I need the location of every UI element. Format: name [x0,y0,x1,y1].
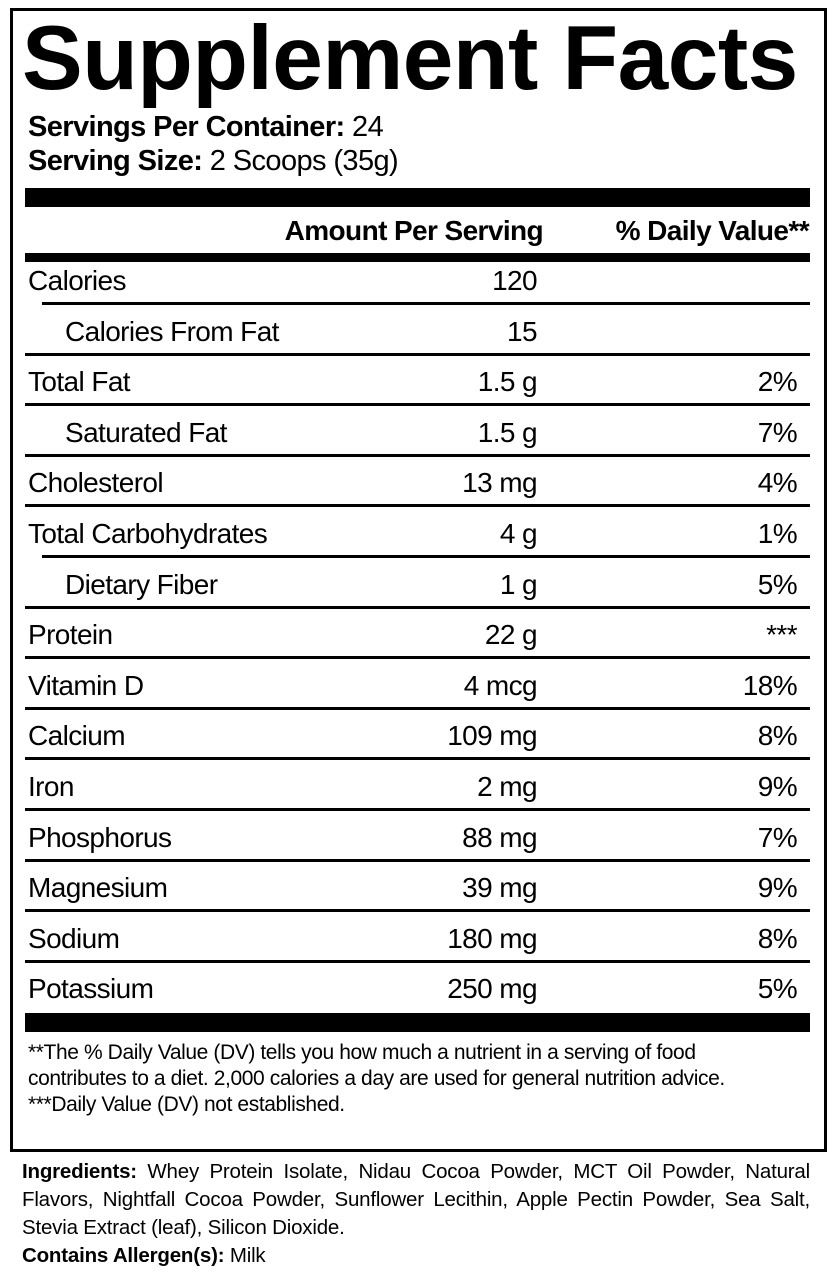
nutrient-table: Calories 120 Calories From Fat 15 Total Fat 1… [25,262,810,1013]
allergens-label: Contains Allergen(s): [22,1244,225,1267]
nutrient-daily-value: 9% [757,872,798,904]
nutrient-amount: 4 g [499,517,538,549]
nutrient-amount: 109 mg [447,720,537,752]
nutrient-daily-value: 8% [757,720,798,752]
nutrient-daily-value: 8% [757,922,798,954]
nutrient-row: Total Carbohydrates 4 g 1% [25,507,810,558]
nutrient-amount: 2 mg [477,770,537,802]
nutrient-name: Iron [28,770,74,802]
row-divider [25,909,810,913]
serving-size-value: 2 Scoops (35g) [209,145,399,177]
nutrient-amount: 22 g [484,619,538,651]
allergens: Contains Allergen(s): Milk [22,1242,810,1270]
nutrient-name: Total Carbohydrates [28,517,268,549]
nutrient-row: Total Fat 1.5 g 2% [25,356,810,407]
footnotes: **The % Daily Value (DV) tells you how m… [28,1040,798,1118]
daily-value-header: % Daily Value** [615,215,810,246]
nutrient-row: Phosphorus 88 mg 7% [25,811,810,862]
row-divider [25,605,810,609]
nutrient-name: Dietary Fiber [65,568,218,600]
ingredients: Ingredients: Whey Protein Isolate, Nidau… [22,1158,810,1242]
nutrient-row: Saturated Fat 1.5 g 7% [25,406,810,457]
nutrient-daily-value: 1% [757,517,798,549]
nutrient-name: Cholesterol [28,467,164,499]
nutrient-amount: 13 mg [462,467,537,499]
ingredients-text: Whey Protein Isolate, Nidau Cocoa Powder… [22,1160,810,1239]
bottom-thick-divider [25,1013,810,1032]
nutrient-daily-value: 5% [757,973,798,1005]
nutrient-amount: 4 mcg [463,669,538,701]
row-divider [25,706,810,710]
nutrient-daily-value: 5% [757,568,798,600]
ingredients-label: Ingredients: [22,1160,137,1183]
nutrient-name: Phosphorus [28,821,172,853]
nutrient-row: Potassium 250 mg 5% [25,963,810,1014]
panel-title: Supplement Facts [22,8,798,109]
row-divider [25,959,810,963]
nutrient-daily-value: 4% [757,467,798,499]
row-divider [25,807,810,811]
nutrient-daily-value: 7% [757,821,798,853]
supplement-facts-panel [10,8,827,1152]
nutrient-amount: 180 mg [447,922,537,954]
nutrient-row: Vitamin D 4 mcg 18% [25,659,810,710]
row-divider [25,656,810,660]
nutrient-row: Calories 120 [25,262,810,305]
row-divider [25,504,810,508]
nutrient-amount: 1.5 g [477,416,538,448]
nutrient-amount: 250 mg [447,973,537,1005]
nutrient-row: Magnesium 39 mg 9% [25,862,810,913]
serving-size: Serving Size: 2 Scoops (35g) [28,144,399,178]
nutrient-row: Calories From Fat 15 [25,305,810,356]
nutrient-row: Protein 22 g *** [25,609,810,660]
nutrient-name: Calories [28,265,127,296]
header-divider [25,253,810,262]
nutrient-amount: 1.5 g [477,366,538,398]
row-divider [25,858,810,862]
nutrient-name: Saturated Fat [65,416,227,448]
nutrient-daily-value: 7% [757,416,798,448]
not-established-footnote: ***Daily Value (DV) not established. [28,1093,345,1116]
row-divider [42,554,810,558]
nutrient-name: Sodium [28,922,120,954]
nutrient-daily-value: *** [766,619,797,651]
dv-footnote: **The % Daily Value (DV) tells you how m… [28,1041,725,1090]
row-divider [42,302,810,305]
nutrient-amount: 15 [507,315,538,347]
nutrient-row: Sodium 180 mg 8% [25,912,810,963]
nutrient-daily-value: 9% [757,770,798,802]
nutrient-daily-value: 2% [757,366,798,398]
nutrient-name: Calcium [28,720,126,752]
nutrient-name: Magnesium [28,872,168,904]
nutrient-name: Vitamin D [28,669,144,701]
row-divider [25,352,810,356]
serving-size-label: Serving Size: [28,145,203,177]
nutrient-amount: 39 mg [462,872,537,904]
allergens-value: Milk [229,1244,266,1267]
thick-divider [25,188,810,207]
nutrient-name: Total Fat [28,366,131,398]
row-divider [25,453,810,457]
amount-header: Amount Per Serving [284,215,544,246]
nutrient-amount: 1 g [499,568,538,600]
servings-per-container: Servings Per Container: 24 [28,110,384,144]
nutrient-amount: 120 [492,265,538,296]
nutrient-name: Protein [28,619,113,651]
nutrient-name: Calories From Fat [65,315,279,347]
servings-label: Servings Per Container: [28,111,345,143]
nutrient-row: Calcium 109 mg 8% [25,710,810,761]
nutrient-row: Iron 2 mg 9% [25,760,810,811]
row-divider [25,403,810,407]
row-divider [25,757,810,761]
nutrient-daily-value: 18% [742,669,798,701]
nutrient-row: Cholesterol 13 mg 4% [25,457,810,508]
nutrient-amount: 88 mg [462,821,537,853]
servings-value: 24 [352,111,384,143]
nutrient-row: Dietary Fiber 1 g 5% [25,558,810,609]
nutrient-name: Potassium [28,973,154,1005]
ingredients-section: Ingredients: Whey Protein Isolate, Nidau… [22,1158,810,1270]
